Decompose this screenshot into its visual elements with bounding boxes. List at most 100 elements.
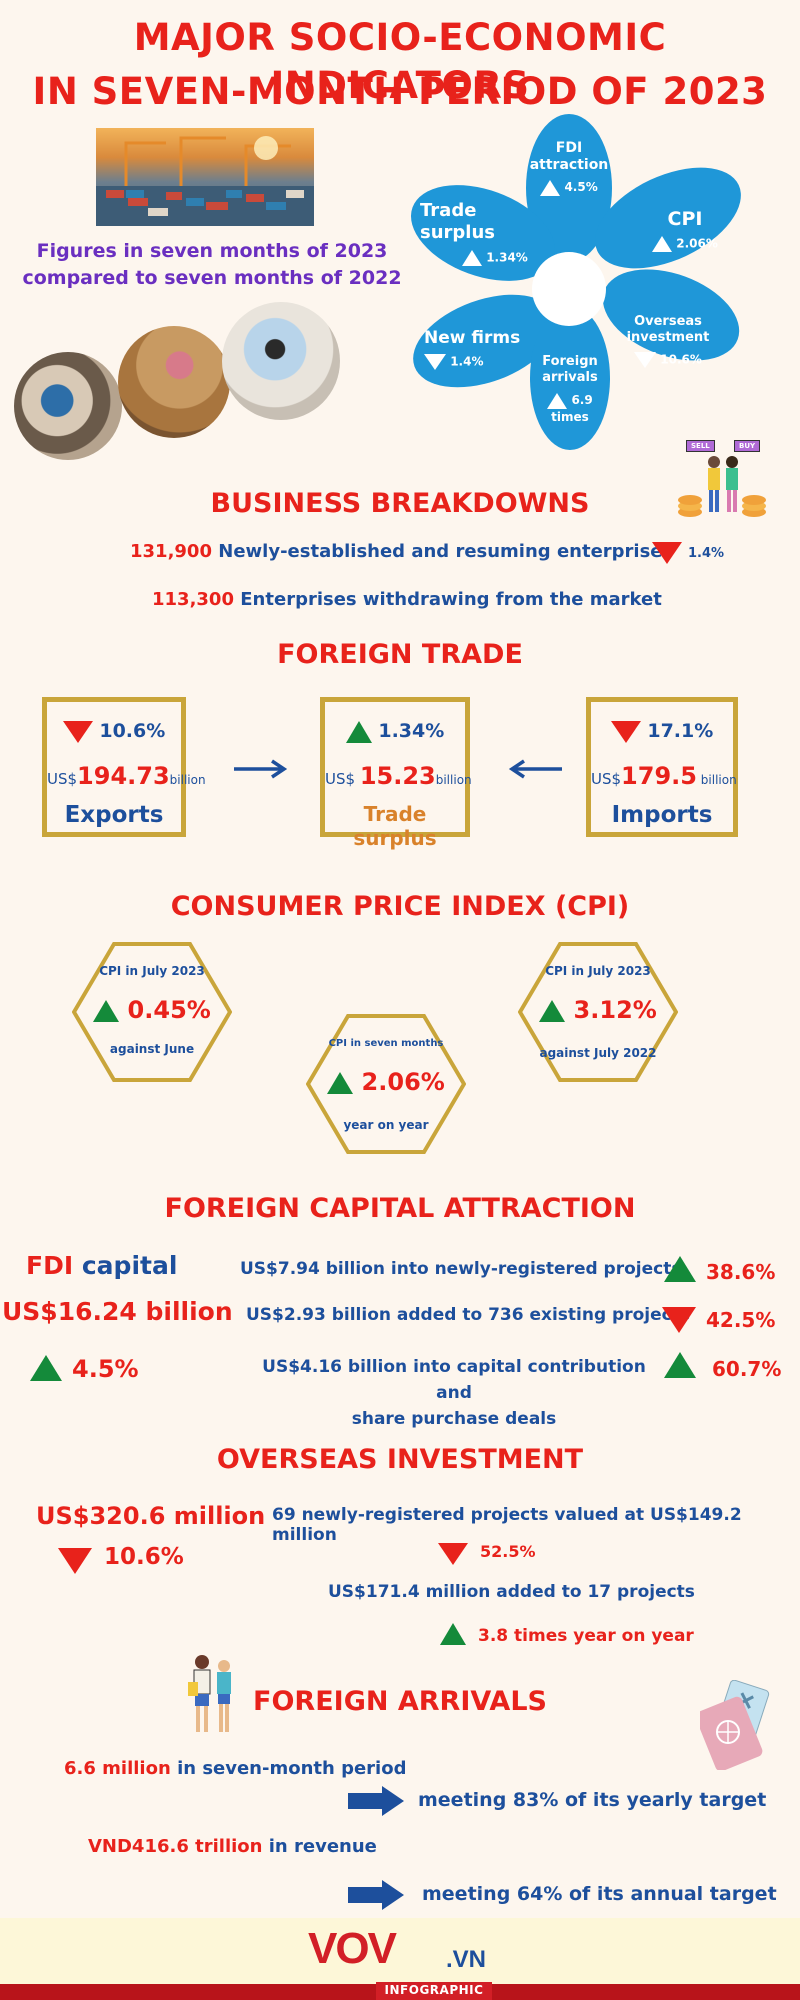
petal-arrivals — [530, 306, 610, 450]
arrivals-petal-label: Foreign arrivals 6.9 times — [530, 354, 610, 425]
fdi-total-change: 4.5% — [72, 1355, 139, 1383]
business-new-row: 131,900 Newly-established and resuming e… — [130, 541, 673, 562]
page-title-line2: IN SEVEN-MONTH PERIOD OF 2023 — [32, 70, 768, 113]
buy-sign: BUY — [734, 440, 761, 452]
cpi-petal-value-row: 2.06% — [640, 236, 730, 252]
fdi-row-existing: US$2.93 billion added to 736 existing pr… — [246, 1305, 690, 1325]
arrivals-petal-title-2: arrivals — [542, 370, 598, 385]
fdi-petal-label-1: FDI — [555, 140, 583, 156]
down-arrow-icon — [58, 1548, 92, 1574]
business-new-text: Newly-established and resuming enterpris… — [218, 541, 674, 562]
up-arrow-icon — [652, 236, 673, 252]
up-arrow-icon — [327, 1072, 354, 1094]
port-image — [96, 128, 314, 226]
arrivals-revenue-target: meeting 64% of its annual target — [422, 1883, 777, 1905]
indicator-flower: FDI attraction 4.5% CPI 2.06% Trade surp… — [397, 110, 757, 450]
arrow-left-icon — [508, 759, 562, 779]
arrivals-count-value: 6.6 million — [64, 1758, 171, 1779]
up-arrow-icon — [540, 179, 561, 196]
cpi-seven-top: CPI in seven months — [328, 1038, 444, 1049]
overseas-row-new-change: 52.5% — [480, 1542, 536, 1561]
fdi-row-new: US$7.94 billion into newly-registered pr… — [240, 1259, 682, 1279]
fdi-row-contribution-line2: share purchase deals — [351, 1409, 557, 1429]
arrivals-section-title: FOREIGN ARRIVALS — [253, 1686, 547, 1717]
cpi-petal-value: 2.06% — [676, 236, 718, 251]
trade-petal-title-2: surplus — [420, 222, 495, 243]
fdi-petal-value-row: 4.5% — [526, 179, 612, 196]
cpi-seven-months-hexagon: CPI in seven months 2.06% year on year — [306, 1014, 466, 1154]
imports-change-row: 17.1% — [591, 720, 733, 743]
worker-photo-fashion — [222, 302, 340, 420]
exports-change: 10.6% — [99, 720, 166, 742]
surplus-change-row: 1.34% — [325, 720, 465, 743]
fdi-row-new-change: 38.6% — [706, 1260, 776, 1284]
travelers-illustration — [188, 1655, 231, 1732]
down-arrow-icon — [662, 1307, 696, 1333]
exports-value-row: US$194.73billion — [47, 762, 206, 790]
passport-illustration — [700, 1680, 770, 1770]
overseas-total-change: 10.6% — [104, 1544, 184, 1570]
capital-label: capital — [81, 1251, 178, 1280]
cpi-july-june-top: CPI in July 2023 — [99, 964, 205, 978]
newfirms-petal-title: New firms — [424, 328, 521, 348]
up-arrow-icon — [664, 1256, 696, 1282]
business-withdraw-row: 113,300 Enterprises withdrawing from the… — [152, 589, 662, 610]
hexagon-frame — [306, 1014, 466, 1154]
imports-value-row: US$179.5 billion — [591, 762, 737, 790]
imports-card: 17.1% US$179.5 billion Imports — [586, 697, 738, 837]
newfirms-petal-value: 1.4% — [450, 354, 484, 369]
fdi-section-title: FOREIGN CAPITAL ATTRACTION — [164, 1193, 636, 1224]
surplus-change: 1.34% — [378, 720, 445, 742]
up-arrow-icon — [664, 1352, 696, 1378]
down-arrow-icon — [62, 720, 93, 743]
trade-petal-title-1: Trade — [420, 200, 477, 221]
cpi-seven-bottom: year on year — [343, 1118, 429, 1132]
arrivals-revenue-text: in revenue — [268, 1836, 377, 1857]
cpi-july-yoy-value: 3.12% — [573, 996, 657, 1024]
vov-logo-suffix: .VN — [446, 1946, 487, 1973]
fdi-petal-label-2: attraction — [529, 157, 609, 173]
flower-center — [532, 252, 606, 326]
cpi-petal-label: CPI 2.06% — [640, 208, 730, 252]
trade-petal-value-row: 1.34% — [462, 250, 530, 266]
business-section-title: BUSINESS BREAKDOWNS — [210, 488, 590, 519]
infographic-label-bg — [376, 1982, 492, 2000]
surplus-unit: billion — [435, 773, 472, 787]
overseas-row-added-change: 3.8 times year on year — [478, 1626, 694, 1646]
cpi-july-june-value-row: 0.45% — [72, 996, 232, 1024]
cpi-seven-value: 2.06% — [361, 1068, 445, 1096]
comparison-note: Figures in seven months of 2023 compared… — [12, 238, 412, 292]
worker-photo-wood — [118, 326, 230, 438]
fdi-petal-label: FDI attraction 4.5% — [526, 140, 612, 196]
arrivals-revenue-row: VND416.6 trillion in revenue — [88, 1836, 377, 1857]
down-arrow-icon — [610, 720, 641, 743]
arrow-right-icon — [234, 759, 288, 779]
down-arrow-icon — [652, 542, 682, 564]
fdi-petal-value: 4.5% — [564, 180, 598, 194]
fdi-row-contribution-line1: US$4.16 billion into capital contributio… — [262, 1357, 646, 1403]
surplus-value-row: US$ 15.23billion — [325, 762, 472, 790]
exports-change-row: 10.6% — [47, 720, 181, 743]
fdi-row-contribution: US$4.16 billion into capital contributio… — [248, 1354, 660, 1432]
imports-change: 17.1% — [647, 720, 714, 742]
cpi-section-title: CONSUMER PRICE INDEX (CPI) — [170, 891, 630, 922]
page-title-line1: MAJOR SOCIO-ECONOMIC INDICATORS — [133, 16, 667, 107]
up-arrow-icon — [547, 392, 568, 409]
trade-petal-label: Trade surplus 1.34% — [420, 200, 530, 266]
overseas-petal-value-row: 10.6% — [608, 352, 728, 368]
down-arrow-icon — [424, 354, 446, 370]
business-withdraw-value: 113,300 — [152, 589, 234, 610]
arrivals-revenue-value: VND416.6 trillion — [88, 1836, 263, 1857]
arrivals-count-target: meeting 83% of its yearly target — [418, 1789, 767, 1811]
cpi-july-june-value: 0.45% — [127, 996, 211, 1024]
exports-prefix: US$ — [47, 770, 78, 788]
cpi-petal-title: CPI — [667, 208, 703, 230]
exports-card: 10.6% US$194.73billion Exports — [42, 697, 206, 837]
arrivals-count-text: in seven-month period — [177, 1758, 407, 1779]
sell-sign: SELL — [686, 440, 715, 452]
overseas-petal-value: 10.6% — [660, 352, 702, 367]
cpi-july-yoy-top: CPI in July 2023 — [545, 964, 651, 978]
cpi-july-yoy-hexagon: CPI in July 2023 3.12% against July 2022 — [518, 942, 678, 1082]
cpi-july-yoy-value-row: 3.12% — [518, 996, 678, 1024]
cpi-seven-value-row: 2.06% — [306, 1068, 466, 1096]
